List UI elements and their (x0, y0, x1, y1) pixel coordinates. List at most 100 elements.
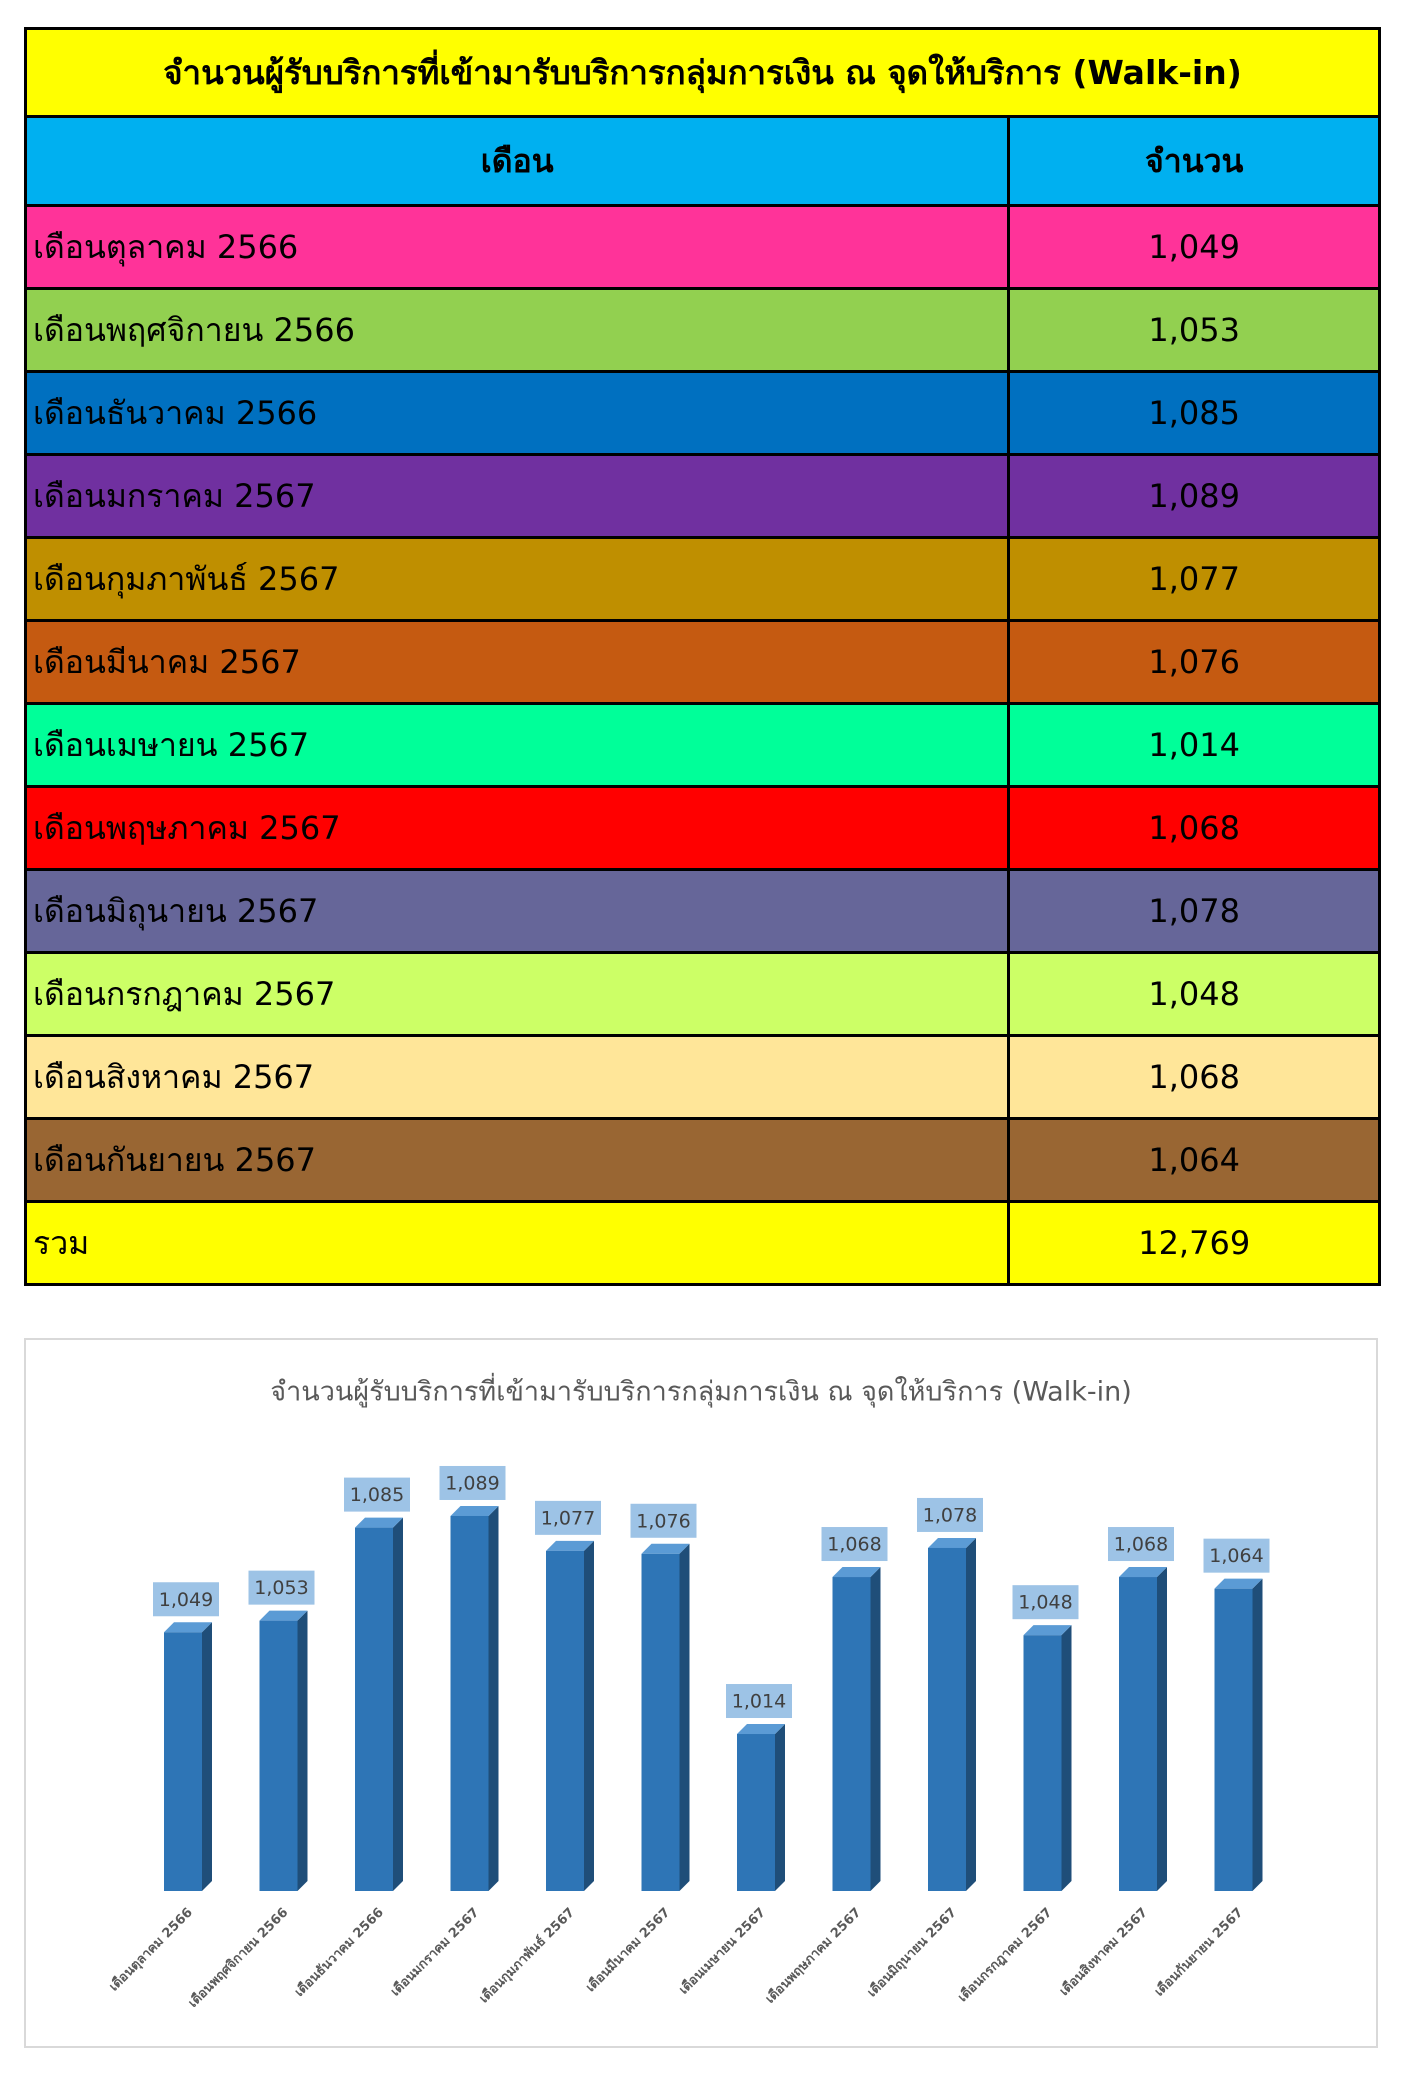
bar (546, 1550, 584, 1891)
value-label: 1,076 (636, 1510, 690, 1532)
table-row: เดือนกุมภาพันธ์ 2567 1,077 (23, 536, 1381, 622)
table-cell: 1,089 (1007, 453, 1381, 539)
chart: จำนวนผู้รับบริการที่เข้ามารับบริการกลุ่ม… (24, 1338, 1378, 2048)
table-cell: เดือนกรกฎาคม 2567 (23, 951, 1011, 1037)
bar-side (870, 1567, 881, 1891)
table-row: เดือนสิงหาคม 2567 1,068 (23, 1034, 1381, 1120)
table-cell: เดือนพฤษภาคม 2567 (23, 785, 1011, 871)
bar-side (679, 1543, 690, 1891)
table-row: เดือนมกราคม 2567 1,089 (23, 453, 1381, 539)
bar-top (355, 1517, 403, 1528)
table-cell: เดือน (23, 115, 1011, 207)
table-row: เดือนกรกฎาคม 2567 1,048 (23, 951, 1381, 1037)
bar-side (966, 1537, 976, 1891)
bar (832, 1577, 871, 1891)
value-label-box (917, 1497, 983, 1532)
table-cell: จำนวนผู้รับบริการที่เข้ามารับบริการกลุ่ม… (24, 27, 1381, 118)
table-row: เดือน จำนวน (23, 115, 1381, 207)
table-row: เดือนพฤศจิกายน 2566 1,053 (23, 287, 1381, 373)
bar (450, 1515, 489, 1891)
value-label: 1,068 (827, 1534, 881, 1556)
table-row: เดือนพฤษภาคม 2567 1,068 (23, 785, 1381, 871)
bar-side (1157, 1567, 1167, 1891)
bar-top (832, 1567, 881, 1578)
table-cell: เดือนกันยายน 2567 (23, 1117, 1011, 1203)
value-label-box (248, 1570, 315, 1605)
bar-side (393, 1517, 403, 1891)
value-label: 1,053 (254, 1577, 308, 1599)
table-cell: 1,077 (1007, 536, 1381, 622)
value-label: 1,085 (350, 1484, 404, 1506)
value-label-box (153, 1582, 219, 1617)
value-label: 1,064 (1209, 1545, 1263, 1567)
table-cell: 1,068 (1007, 1034, 1381, 1120)
table-row: รวม 12,769 (23, 1200, 1381, 1286)
table-cell: เดือนมิถุนายน 2567 (23, 868, 1011, 954)
table-cell: 1,053 (1007, 287, 1381, 373)
table-cell: 1,049 (1007, 204, 1381, 290)
value-label: 1,014 (732, 1691, 786, 1713)
value-label-box (1203, 1538, 1270, 1573)
bar (1023, 1635, 1062, 1891)
table-cell: 1,064 (1007, 1117, 1381, 1203)
value-label-box (344, 1477, 410, 1512)
bar-top (1119, 1567, 1167, 1578)
value-label: 1,078 (923, 1504, 977, 1526)
table-cell: 1,078 (1007, 868, 1381, 954)
bar-top (450, 1505, 499, 1516)
bar (1214, 1588, 1253, 1891)
bar (164, 1632, 202, 1891)
table-cell: 1,068 (1007, 785, 1381, 871)
value-label-box (439, 1465, 506, 1500)
bar-side (202, 1622, 212, 1891)
table-cell: เดือนมกราคม 2567 (23, 453, 1011, 539)
value-label-box (1108, 1527, 1174, 1562)
bar (355, 1527, 393, 1891)
chart-title: จำนวนผู้รับบริการที่เข้ามารับบริการกลุ่ม… (270, 1373, 1132, 1409)
bar-side (1252, 1578, 1263, 1891)
table-cell: เดือนมีนาคม 2567 (23, 619, 1011, 705)
data-table: จำนวนผู้รับบริการที่เข้ามารับบริการกลุ่ม… (23, 27, 1381, 1286)
table-row: เดือนมีนาคม 2567 1,076 (23, 619, 1381, 705)
table-cell: เดือนตุลาคม 2566 (23, 204, 1011, 290)
bar-top (164, 1622, 212, 1633)
bar-top (737, 1724, 785, 1735)
bar-top (641, 1543, 690, 1554)
table-cell: 1,048 (1007, 951, 1381, 1037)
value-label-box (1012, 1585, 1079, 1620)
table-cell: เดือนสิงหาคม 2567 (23, 1034, 1011, 1120)
value-label-box (630, 1503, 697, 1538)
table-row: เดือนเมษายน 2567 1,014 (23, 702, 1381, 788)
bar-side (488, 1505, 499, 1891)
bar-top (1023, 1625, 1072, 1636)
table-cell: เดือนพฤศจิกายน 2566 (23, 287, 1011, 373)
bar-side (584, 1540, 594, 1891)
table-cell: รวม (23, 1200, 1011, 1286)
value-label-box (535, 1500, 601, 1535)
bar-side (775, 1724, 785, 1891)
table-row: เดือนกันยายน 2567 1,064 (23, 1117, 1381, 1203)
bar (737, 1734, 775, 1891)
value-label-box (726, 1684, 792, 1719)
bar (259, 1620, 298, 1891)
table-cell: เดือนเมษายน 2567 (23, 702, 1011, 788)
bar-side (1061, 1625, 1072, 1891)
table-cell: 1,085 (1007, 370, 1381, 456)
table-row: เดือนมิถุนายน 2567 1,078 (23, 868, 1381, 954)
value-label: 1,049 (159, 1589, 213, 1611)
table-cell: 1,076 (1007, 619, 1381, 705)
value-label: 1,089 (445, 1472, 499, 1494)
table-row: เดือนตุลาคม 2566 1,049 (23, 204, 1381, 290)
bar-top (259, 1610, 308, 1621)
table-cell: 1,014 (1007, 702, 1381, 788)
bar (928, 1547, 966, 1891)
table-cell: จำนวน (1007, 115, 1381, 207)
bar (1119, 1577, 1157, 1891)
value-label: 1,048 (1018, 1592, 1072, 1614)
bar-top (1214, 1578, 1263, 1589)
bar-side (297, 1610, 308, 1891)
table-cell: 12,769 (1007, 1200, 1381, 1286)
chart-frame (24, 1338, 1378, 2048)
table-cell: เดือนธันวาคม 2566 (23, 370, 1011, 456)
